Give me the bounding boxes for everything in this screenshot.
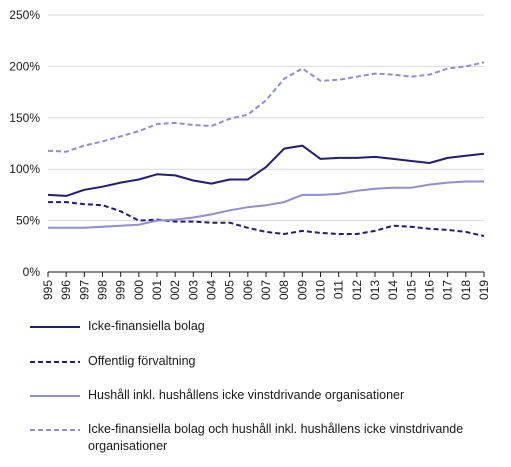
x-tick-label: 1996 xyxy=(59,280,73,300)
legend-swatch-dashed-light xyxy=(30,429,80,431)
x-tick-label: 2007 xyxy=(259,280,273,300)
series-lines xyxy=(47,61,485,237)
x-tick-label: 2004 xyxy=(205,280,219,300)
x-tick-label: 1995 xyxy=(41,280,55,300)
legend-label: Icke-finansiella bolag xyxy=(88,319,205,333)
y-tick-label: 250% xyxy=(9,8,40,22)
legend-label: Icke-finansiella bolag och hushåll inkl.… xyxy=(88,422,464,453)
x-tick-label: 2018 xyxy=(459,280,473,300)
x-tick-label: 2019 xyxy=(477,280,491,300)
x-tick-label: 2001 xyxy=(150,280,164,300)
x-tick-label: 2009 xyxy=(295,280,309,300)
gridlines xyxy=(48,14,484,273)
x-tick-label: 2013 xyxy=(368,280,382,300)
line-chart: 0%50%100%150%200%250% 1995 1996 1997 1998 19… xyxy=(9,8,491,300)
x-tick-label: 2014 xyxy=(386,280,400,300)
x-tick-label: 2015 xyxy=(404,280,418,300)
x-tick-label: 2016 xyxy=(423,280,437,300)
x-tick-label: 2002 xyxy=(168,280,182,300)
y-tick-label: 0% xyxy=(23,265,41,279)
x-tick-label: 2017 xyxy=(441,280,455,300)
x-tick-label: 2010 xyxy=(314,280,328,300)
y-tick-label: 100% xyxy=(9,162,40,176)
x-tick-label: 2000 xyxy=(132,280,146,300)
legend-item-bolag-och-hushall: Icke-finansiella bolag och hushåll inkl.… xyxy=(30,421,505,455)
x-tick-label: 1997 xyxy=(77,280,91,300)
legend-label: Offentlig förvaltning xyxy=(88,354,196,368)
x-tick-label: 2011 xyxy=(332,280,346,300)
series-line-2 xyxy=(48,201,485,237)
x-tick-label: 2003 xyxy=(186,280,200,300)
series-line-1 xyxy=(47,144,485,197)
legend: Icke-finansiella bolag Offentlig förvalt… xyxy=(30,318,505,455)
y-axis-ticks: 0% 50% 100% 150% 200% 250% xyxy=(9,8,40,279)
x-tick-label: 1999 xyxy=(114,280,128,300)
legend-item-offentlig-forvaltning: Offentlig förvaltning xyxy=(30,353,505,370)
y-tick-label: 150% xyxy=(9,111,40,125)
legend-item-hushall: Hushåll inkl. hushållens icke vinstdriva… xyxy=(30,387,505,404)
legend-label: Hushåll inkl. hushållens icke vinstdriva… xyxy=(88,388,405,402)
x-tick-label: 2006 xyxy=(241,280,255,300)
legend-item-icke-finansiella-bolag: Icke-finansiella bolag xyxy=(30,318,505,335)
x-tick-label: 2008 xyxy=(277,280,291,300)
legend-swatch-solid-dark xyxy=(30,326,80,328)
y-tick-label: 200% xyxy=(9,59,40,73)
legend-swatch-dashed-dark xyxy=(30,361,80,363)
y-tick-label: 50% xyxy=(16,214,40,228)
x-tick-label: 2005 xyxy=(223,280,237,300)
x-axis-ticks: 1995 1996 1997 1998 1999 2000 2001 2002 2003 2004… xyxy=(41,272,491,300)
x-tick-label: 2012 xyxy=(350,280,364,300)
series-line-4 xyxy=(47,61,485,153)
legend-swatch-solid-light xyxy=(30,395,80,397)
x-tick-label: 1998 xyxy=(96,280,110,300)
series-line-3 xyxy=(48,180,484,229)
